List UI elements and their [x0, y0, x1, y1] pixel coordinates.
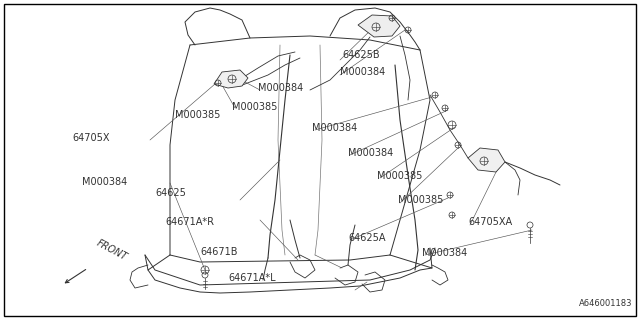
Text: M000384: M000384: [312, 123, 357, 133]
Text: M000384: M000384: [258, 83, 303, 93]
Text: M000384: M000384: [340, 67, 385, 77]
Polygon shape: [358, 15, 400, 37]
Text: M000384: M000384: [348, 148, 393, 158]
Text: M000385: M000385: [377, 171, 422, 181]
Text: 64625: 64625: [155, 188, 186, 198]
Text: M000384: M000384: [82, 177, 127, 187]
Text: 64671A*R: 64671A*R: [165, 217, 214, 227]
Text: 64671A*L: 64671A*L: [228, 273, 276, 283]
Polygon shape: [214, 70, 248, 88]
Text: M000385: M000385: [175, 110, 220, 120]
Text: A646001183: A646001183: [579, 299, 632, 308]
Text: 64625B: 64625B: [342, 50, 380, 60]
Text: FRONT: FRONT: [95, 237, 129, 262]
Polygon shape: [468, 148, 505, 172]
Text: M000385: M000385: [398, 195, 444, 205]
Text: 64705XA: 64705XA: [468, 217, 512, 227]
Text: M000384: M000384: [422, 248, 467, 258]
Text: 64705X: 64705X: [72, 133, 109, 143]
Text: M000385: M000385: [232, 102, 277, 112]
Text: 64671B: 64671B: [200, 247, 237, 257]
Text: 64625A: 64625A: [348, 233, 385, 243]
